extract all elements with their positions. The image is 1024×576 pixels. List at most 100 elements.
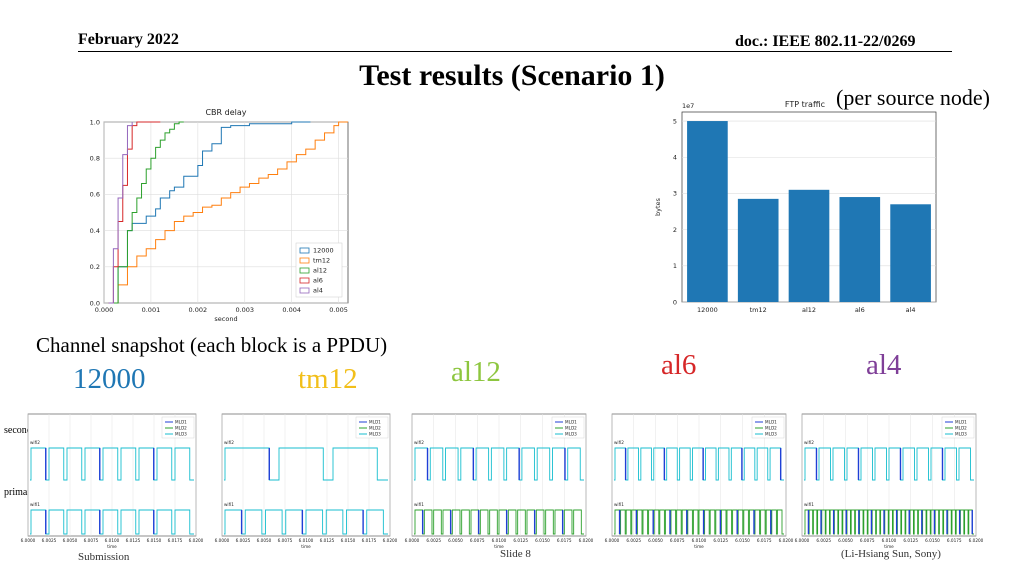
snapshot-time-tick: 6.0025 xyxy=(626,538,641,543)
snapshot-x-axis-label: time xyxy=(494,544,504,549)
cbr-x-tick-label: 0.004 xyxy=(282,306,301,314)
snapshot-row-label: wifi2 xyxy=(30,440,40,445)
cbr-series-al12 xyxy=(108,121,184,304)
snapshot-time-tick: 6.0000 xyxy=(795,538,810,543)
snapshot-time-tick: 6.0175 xyxy=(362,538,377,543)
snapshot-time-tick: 6.0075 xyxy=(470,538,485,543)
cbr-legend-swatch xyxy=(299,247,310,254)
snapshot-row-label: wifi1 xyxy=(414,502,424,507)
snapshot-time-tick: 6.0025 xyxy=(236,538,251,543)
slide-subtitle: (per source node) xyxy=(836,85,990,110)
snapshot-time-tick: 6.0000 xyxy=(215,538,230,543)
snapshot-row-label: wifi1 xyxy=(804,502,814,507)
header-date: February 2022 xyxy=(78,31,179,48)
snapshot-time-tick: 6.0075 xyxy=(670,538,685,543)
snapshot-ppdu-trace xyxy=(30,509,194,535)
snapshot-time-tick: 6.0175 xyxy=(557,538,572,543)
footer-submission: Submission xyxy=(78,551,130,563)
snapshot-x-axis-label: time xyxy=(694,544,704,549)
snapshot-time-tick: 6.0100 xyxy=(492,538,507,543)
cbr-legend-entry: al6 xyxy=(313,277,323,285)
snapshot-time-tick: 6.0050 xyxy=(63,538,78,543)
variant-label-12000: 12000 xyxy=(73,363,146,395)
variant-label-al6: al6 xyxy=(661,349,697,381)
variant-label-al12: al12 xyxy=(451,356,501,388)
ftp-bar-tm12 xyxy=(737,198,779,302)
snapshot-time-tick: 6.0050 xyxy=(257,538,272,543)
snapshot-time-tick: 6.0100 xyxy=(105,538,120,543)
channel-snapshot-tm12: 6.0000 6.0025 6.0050 6.0075 6.0100 6.0125 6.01… xyxy=(215,413,398,549)
snapshot-ppdu-trace xyxy=(804,447,974,481)
snapshot-row-label: wifi1 xyxy=(614,502,624,507)
ftp-x-tick-label: al12 xyxy=(802,306,816,314)
snapshot-x-axis-label: time xyxy=(107,544,117,549)
snapshot-legend-entry: MLD1 xyxy=(765,419,777,424)
snapshot-legend-entry: MLD1 xyxy=(175,419,187,424)
snapshot-time-tick: 6.0025 xyxy=(816,538,831,543)
snapshot-time-tick: 6.0075 xyxy=(860,538,875,543)
cbr-x-tick-label: 0.002 xyxy=(189,306,208,314)
snapshot-x-axis-label: time xyxy=(301,544,311,549)
snapshot-time-tick: 6.0000 xyxy=(605,538,620,543)
snapshot-legend-entry: MLD1 xyxy=(955,419,967,424)
snapshot-ppdu-trace xyxy=(614,509,784,535)
snapshot-time-tick: 6.0125 xyxy=(713,538,728,543)
snapshot-legend-entry: MLD3 xyxy=(955,431,967,436)
snapshot-legend-entry: MLD2 xyxy=(765,425,777,430)
snapshot-time-tick: 6.0000 xyxy=(405,538,420,543)
snapshot-time-tick: 6.0050 xyxy=(448,538,463,543)
footer-slide-number: Slide 8 xyxy=(500,548,531,560)
snapshot-time-tick: 6.0150 xyxy=(735,538,750,543)
snapshot-time-tick: 6.0200 xyxy=(383,538,398,543)
snapshot-legend-entry: MLD3 xyxy=(565,431,577,436)
ftp-y-tick-label: 2 xyxy=(673,226,677,234)
snapshot-x-axis-label: time xyxy=(884,544,894,549)
snapshot-row-label: wifi2 xyxy=(614,440,624,445)
channel-snapshot-al4: 6.0000 6.0025 6.0050 6.0075 6.0100 6.0125 6.01… xyxy=(795,413,984,549)
ftp-y-tick-label: 3 xyxy=(673,190,677,198)
snapshot-time-tick: 6.0150 xyxy=(341,538,356,543)
snapshot-time-tick: 6.0125 xyxy=(126,538,141,543)
snapshot-time-tick: 6.0150 xyxy=(147,538,162,543)
cbr-x-axis-label: second xyxy=(214,315,237,323)
cbr-y-tick-label: 0.0 xyxy=(90,299,100,307)
snapshot-row-label: wifi2 xyxy=(414,440,424,445)
header-doc-number: doc.: IEEE 802.11-22/0269 xyxy=(735,33,916,50)
cbr-x-tick-label: 0.000 xyxy=(95,306,114,314)
header-rule xyxy=(78,51,952,52)
snapshot-time-tick: 6.0000 xyxy=(21,538,36,543)
cbr-chart-title: CBR delay xyxy=(205,108,246,117)
snapshot-legend-entry: MLD1 xyxy=(369,419,381,424)
snapshot-row-label: wifi2 xyxy=(224,440,234,445)
snapshot-legend-entry: MLD1 xyxy=(565,419,577,424)
cbr-series-tm12 xyxy=(108,121,348,304)
cbr-x-tick-label: 0.005 xyxy=(329,306,348,314)
channel-snapshot-al6: 6.0000 6.0025 6.0050 6.0075 6.0100 6.0125 6.01… xyxy=(605,413,794,549)
secondary-link-label: secondary xyxy=(4,425,45,436)
ftp-y-multiplier: 1e7 xyxy=(682,102,694,110)
cbr-legend-entry: al4 xyxy=(313,287,323,295)
cbr-y-tick-label: 0.2 xyxy=(90,263,100,271)
cbr-legend-entry: al12 xyxy=(313,267,327,275)
cbr-legend-swatch xyxy=(299,257,310,264)
cbr-legend-entry: 12000 xyxy=(313,247,334,255)
snapshot-time-tick: 6.0125 xyxy=(320,538,335,543)
variant-label-tm12: tm12 xyxy=(298,363,358,395)
snapshot-time-tick: 6.0075 xyxy=(84,538,99,543)
ftp-chart-title: FTP traffic xyxy=(785,100,825,109)
snapshot-time-tick: 6.0025 xyxy=(426,538,441,543)
variant-label-al4: al4 xyxy=(866,349,902,381)
footer-author: (Li-Hsiang Sun, Sony) xyxy=(841,548,941,560)
snapshot-time-tick: 6.0200 xyxy=(189,538,204,543)
snapshot-row-label: wifi2 xyxy=(804,440,814,445)
snapshot-time-tick: 6.0175 xyxy=(168,538,183,543)
cbr-y-tick-label: 0.6 xyxy=(90,191,100,199)
snapshot-legend-entry: MLD2 xyxy=(565,425,577,430)
ftp-y-tick-label: 5 xyxy=(673,117,677,125)
ftp-x-tick-label: al6 xyxy=(855,306,865,314)
ftp-y-tick-label: 0 xyxy=(673,298,677,306)
cbr-series-al6 xyxy=(108,121,161,304)
slide-title: Test results (Scenario 1) xyxy=(359,59,665,92)
ftp-y-axis-label: bytes xyxy=(654,197,662,216)
snapshot-time-tick: 6.0125 xyxy=(903,538,918,543)
